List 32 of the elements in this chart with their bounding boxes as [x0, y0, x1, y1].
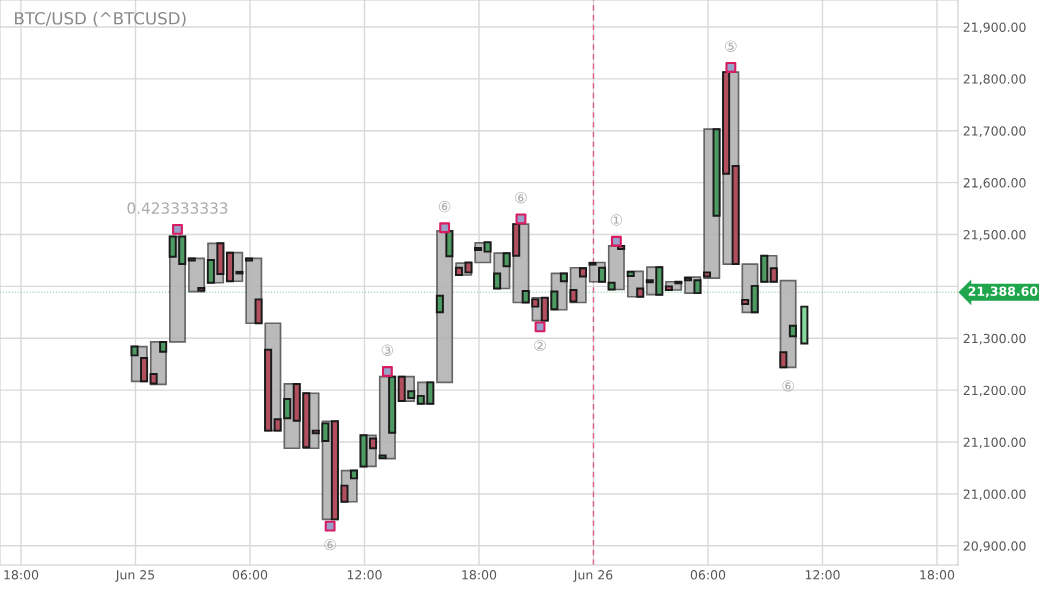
y-tick-label: 21,600.00: [963, 178, 1026, 189]
annotation: ⑥: [438, 200, 451, 213]
annotation: 0.423333333: [127, 202, 228, 214]
y-tick-label: 21,000.00: [963, 489, 1026, 501]
annotation: ⑤: [725, 40, 737, 52]
x-tick-label: Jun 25: [115, 570, 155, 582]
y-tick-label: 21,800.00: [963, 74, 1026, 86]
y-tick-label: 21,700.00: [963, 126, 1026, 137]
x-tick-label: 12:00: [347, 570, 382, 580]
x-tick-label: 06:00: [232, 570, 268, 580]
x-tick-label: 12:00: [805, 570, 840, 580]
y-tick-label: 20,900.00: [963, 541, 1026, 553]
y-tick-label: 21,300.00: [963, 333, 1026, 345]
annotation: ⑥: [782, 380, 794, 392]
x-tick-label: 18:00: [4, 570, 39, 580]
annotation: ②: [534, 339, 546, 352]
y-tick-label: 21,500.00: [963, 229, 1026, 241]
text: BTC/USD (^BTCUSD): [15, 11, 186, 27]
ref-line-label: 21,388.60: [968, 286, 1038, 298]
annotation: ⑥: [324, 538, 336, 551]
candlestick: [140, 357, 149, 383]
y-tick-label: 21,200.00: [963, 385, 1026, 397]
x-tick-label: 18:00: [920, 570, 955, 580]
x-tick-label: 06:00: [690, 570, 726, 580]
y-tick-label: 21,100.00: [963, 437, 1026, 449]
x-tick-label: Jun 26: [573, 570, 613, 582]
x-tick-label: 18:00: [462, 570, 497, 580]
candlestick: [254, 298, 263, 325]
annotation: ③: [381, 344, 394, 356]
annotation: ⑥: [515, 191, 527, 204]
annotation: ①: [610, 214, 623, 226]
y-tick-label: 21,900.00: [963, 22, 1026, 34]
